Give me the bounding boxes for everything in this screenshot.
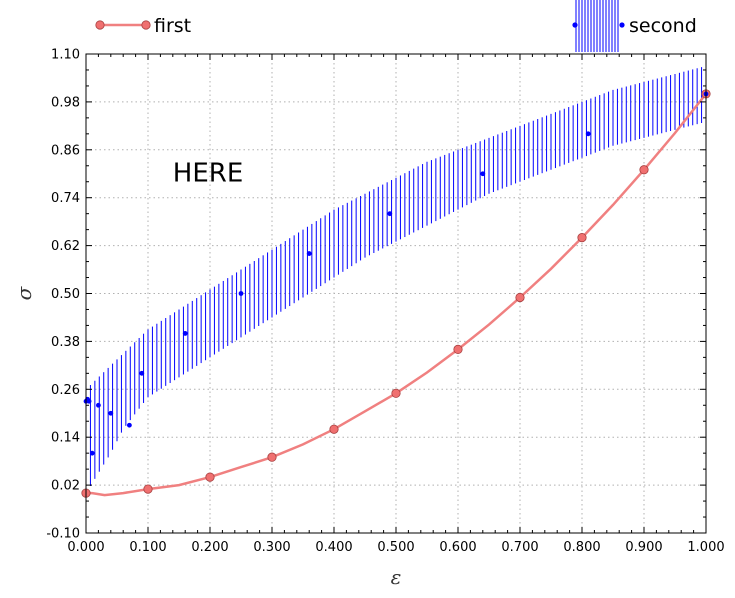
y-tick-label: 1.10 (51, 48, 80, 63)
first-series-point (639, 165, 649, 175)
y-tick-label: 0.02 (51, 479, 80, 494)
first-series-point (143, 484, 153, 494)
second-series (83, 91, 709, 456)
second-series-point (238, 291, 244, 296)
x-tick-label: 0.300 (253, 540, 290, 555)
second-series-point (306, 251, 312, 256)
second-series-point (96, 402, 101, 408)
second-series-point (585, 131, 591, 137)
first-series-point (577, 233, 587, 243)
y-tick-label: 0.14 (51, 431, 80, 446)
legend-entry-second: second (572, 0, 697, 52)
y-tick-label: 0.86 (51, 143, 80, 158)
x-tick-label: 1.000 (687, 540, 724, 555)
x-tick-label: 0.200 (191, 540, 228, 555)
first-series-point (329, 424, 339, 434)
y-tick-label: 0.62 (51, 239, 80, 254)
legend: first second (95, 0, 697, 52)
y-tick-label: 0.38 (51, 335, 80, 350)
legend-second-marker (619, 22, 625, 28)
annotation-text: HERE (173, 159, 243, 189)
y-axis-label: σ (12, 285, 36, 300)
legend-first-label: first (154, 15, 191, 37)
legend-first-marker (141, 20, 151, 30)
first-series-point (267, 452, 277, 462)
second-series-point (480, 171, 486, 177)
x-tick-label: 0.500 (377, 540, 414, 555)
x-tick-label: 0.900 (625, 540, 662, 555)
second-series-error-band (85, 65, 707, 494)
second-series-point (182, 331, 188, 336)
first-series-line (86, 93, 707, 497)
second-series-point (89, 450, 95, 456)
second-series-point (86, 398, 92, 404)
first-series-point (453, 344, 463, 354)
axis-ticks: 0.000 0.100 0.200 0.300 0.400 0.500 0.600 0.700… (46, 48, 724, 556)
x-tick-label: 0.400 (315, 540, 352, 555)
legend-second-band (575, 0, 619, 52)
first-series-point (515, 292, 525, 303)
legend-entry-first: first (95, 15, 191, 37)
y-tick-label: 0.74 (51, 191, 80, 206)
first-series-point (205, 472, 215, 482)
y-tick-label: 0.26 (51, 383, 80, 398)
y-tick-label: 0.50 (51, 287, 80, 302)
first-series-point (391, 388, 401, 398)
y-tick-label: 0.98 (51, 95, 80, 110)
second-series-point (387, 211, 393, 217)
x-tick-label: 0.100 (129, 540, 166, 555)
x-axis-label: ε (391, 565, 402, 589)
x-tick-label: 0.800 (563, 540, 600, 555)
second-series-point (126, 422, 132, 428)
x-tick-label: 0.000 (67, 540, 104, 555)
legend-second-label: second (629, 15, 697, 37)
legend-first-marker (95, 20, 105, 30)
x-tick-label: 0.600 (439, 540, 476, 555)
second-series-point (139, 370, 145, 376)
second-series-point (108, 410, 114, 416)
x-tick-label: 0.700 (501, 540, 538, 555)
y-tick-label: -0.10 (46, 527, 80, 542)
legend-second-marker (572, 22, 578, 28)
